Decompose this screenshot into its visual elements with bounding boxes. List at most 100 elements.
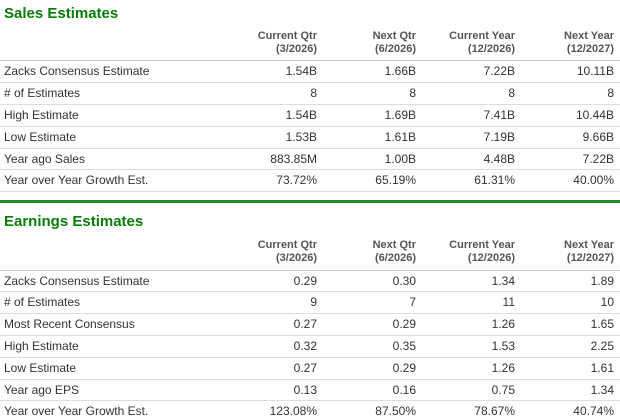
column-header: Current Qtr (3/2026) <box>224 30 323 62</box>
row-label: Most Recent Consensus <box>0 313 224 336</box>
cell-value: 9.66B <box>521 126 620 149</box>
cell-value: 8 <box>422 82 521 105</box>
row-label: High Estimate <box>0 104 224 127</box>
table-row: Year ago Sales 883.85M 1.00B 4.48B 7.22B <box>0 148 620 171</box>
section-divider <box>0 200 620 204</box>
cell-value: 0.35 <box>323 335 422 358</box>
cell-value: 0.29 <box>224 270 323 293</box>
cell-value: 1.26 <box>422 313 521 336</box>
earnings-estimates-table: Current Qtr (3/2026) Next Qtr (6/2026) Curre… <box>0 239 620 416</box>
table-row: Low Estimate 0.27 0.29 1.26 1.61 <box>0 357 620 380</box>
column-header-period: (6/2026) <box>375 252 416 265</box>
table-row: High Estimate 0.32 0.35 1.53 2.25 <box>0 335 620 358</box>
column-header-label: Next Qtr <box>372 30 416 42</box>
column-header-label: Next Qtr <box>372 239 416 252</box>
sales-estimates-section: Sales Estimates Current Qtr (3/2026) Next … <box>0 0 620 193</box>
column-header: Current Year (12/2026) <box>422 239 521 271</box>
cell-value: 1.89 <box>521 270 620 293</box>
earnings-estimates-section: Earnings Estimates Current Qtr (3/2026) Ne… <box>0 205 620 416</box>
row-label: Low Estimate <box>0 126 224 149</box>
cell-value: 1.69B <box>323 104 422 127</box>
column-header-label: Next Year <box>564 239 614 252</box>
column-header-period: (3/2026) <box>276 252 317 265</box>
table-row: Low Estimate 1.53B 1.61B 7.19B 9.66B <box>0 126 620 149</box>
cell-value: 7.22B <box>422 60 521 84</box>
column-header-label: Current Qtr <box>257 239 317 252</box>
cell-value: 1.00B <box>323 148 422 171</box>
cell-value: 10 <box>521 291 620 315</box>
cell-value: 7.22B <box>521 148 620 171</box>
row-label: Low Estimate <box>0 357 224 380</box>
cell-value: 10.11B <box>521 60 620 84</box>
column-header: Next Year (12/2027) <box>521 239 620 271</box>
cell-value: 73.72% <box>224 169 323 193</box>
cell-value: 7 <box>323 291 422 315</box>
row-label-column-header <box>0 30 224 62</box>
row-label: Year ago EPS <box>0 379 224 402</box>
cell-value: 7.41B <box>422 104 521 127</box>
cell-value: 2.25 <box>521 335 620 358</box>
row-label: Zacks Consensus Estimate <box>0 270 224 293</box>
column-header-period: (12/2027) <box>566 252 614 265</box>
cell-value: 0.32 <box>224 335 323 358</box>
column-header-period: (12/2026) <box>467 252 515 265</box>
cell-value: 0.75 <box>422 379 521 402</box>
row-label: Zacks Consensus Estimate <box>0 60 224 84</box>
sales-estimates-table: Current Qtr (3/2026) Next Qtr (6/2026) Curre… <box>0 30 620 193</box>
cell-value: 1.34 <box>521 379 620 402</box>
column-header-row: Current Qtr (3/2026) Next Qtr (6/2026) Curre… <box>0 239 620 271</box>
column-header-label: Current Year <box>449 30 515 42</box>
row-label: Year over Year Growth Est. <box>0 400 224 416</box>
cell-value: 883.85M <box>224 148 323 171</box>
table-row: Zacks Consensus Estimate 1.54B 1.66B 7.22B 1… <box>0 60 620 84</box>
column-header-period: (3/2026) <box>276 43 317 56</box>
column-header: Current Year (12/2026) <box>422 30 521 62</box>
column-header-label: Current Year <box>449 239 515 252</box>
cell-value: 1.61 <box>521 357 620 380</box>
cell-value: 1.54B <box>224 104 323 127</box>
cell-value: 8 <box>224 82 323 105</box>
cell-value: 1.61B <box>323 126 422 149</box>
column-header: Next Qtr (6/2026) <box>323 239 422 271</box>
cell-value: 40.74% <box>521 400 620 416</box>
column-header-period: (12/2026) <box>467 43 515 56</box>
table-row: Year over Year Growth Est. 123.08% 87.50% 7… <box>0 400 620 416</box>
cell-value: 0.29 <box>323 313 422 336</box>
cell-value: 0.30 <box>323 270 422 293</box>
cell-value: 1.65 <box>521 313 620 336</box>
column-header-label: Current Qtr <box>257 30 317 42</box>
earnings-section-title: Earnings Estimates <box>4 213 144 231</box>
cell-value: 7.19B <box>422 126 521 149</box>
cell-value: 9 <box>224 291 323 315</box>
cell-value: 65.19% <box>323 169 422 193</box>
row-label: Year over Year Growth Est. <box>0 169 224 193</box>
cell-value: 78.67% <box>422 400 521 416</box>
row-label-column-header <box>0 239 224 271</box>
column-header: Current Qtr (3/2026) <box>224 239 323 271</box>
cell-value: 10.44B <box>521 104 620 127</box>
column-header-label: Next Year <box>564 30 614 42</box>
table-row: Year ago EPS 0.13 0.16 0.75 1.34 <box>0 379 620 402</box>
column-header-period: (12/2027) <box>566 43 614 56</box>
column-header-row: Current Qtr (3/2026) Next Qtr (6/2026) Curre… <box>0 30 620 62</box>
table-row: Year over Year Growth Est. 73.72% 65.19% 61… <box>0 169 620 193</box>
table-row: Zacks Consensus Estimate 0.29 0.30 1.34 1.89 <box>0 270 620 293</box>
row-label: Year ago Sales <box>0 148 224 171</box>
cell-value: 0.27 <box>224 313 323 336</box>
cell-value: 123.08% <box>224 400 323 416</box>
row-label: High Estimate <box>0 335 224 358</box>
cell-value: 8 <box>521 82 620 105</box>
cell-value: 0.27 <box>224 357 323 380</box>
cell-value: 0.16 <box>323 379 422 402</box>
cell-value: 87.50% <box>323 400 422 416</box>
cell-value: 40.00% <box>521 169 620 193</box>
sales-section-title: Sales Estimates <box>4 5 119 22</box>
table-row: High Estimate 1.54B 1.69B 7.41B 10.44B <box>0 104 620 127</box>
cell-value: 1.53B <box>224 126 323 149</box>
cell-value: 0.13 <box>224 379 323 402</box>
column-header-period: (6/2026) <box>375 43 416 56</box>
cell-value: 0.29 <box>323 357 422 380</box>
cell-value: 8 <box>323 82 422 105</box>
cell-value: 1.54B <box>224 60 323 84</box>
